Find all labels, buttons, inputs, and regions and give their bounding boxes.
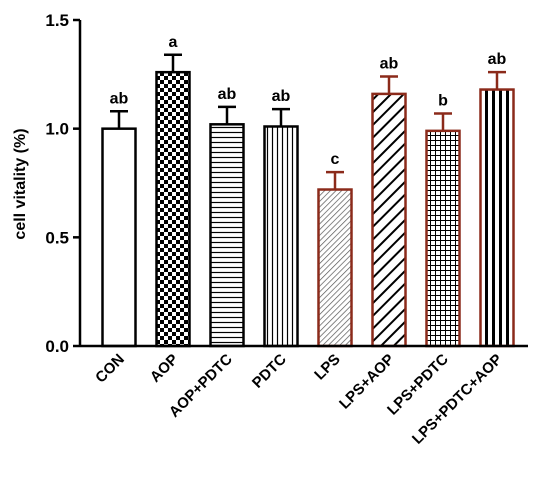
x-category-label: LPS+PDTC+AOP bbox=[409, 351, 506, 448]
bar-lps-aop bbox=[371, 92, 407, 348]
bar-lps-pdtc bbox=[425, 129, 461, 348]
y-tick-label: 1.5 bbox=[45, 11, 69, 30]
y-tick-label: 0.0 bbox=[45, 337, 69, 356]
significance-label: ab bbox=[218, 86, 237, 103]
significance-label: ab bbox=[110, 90, 129, 107]
x-category-label: LPS bbox=[311, 351, 344, 384]
significance-label: ab bbox=[380, 56, 399, 73]
bar-lps bbox=[317, 188, 353, 348]
bars: ab a ab ab c ab b ab bbox=[101, 34, 515, 348]
y-tick-label: 0.5 bbox=[45, 228, 69, 247]
significance-label: ab bbox=[488, 51, 507, 68]
x-category-label: PDTC bbox=[249, 351, 290, 392]
bar-con bbox=[101, 127, 137, 348]
significance-label: c bbox=[331, 151, 340, 168]
significance-label: ab bbox=[272, 88, 291, 105]
bar-aop-pdtc bbox=[209, 123, 245, 348]
bar-lps-pdtc-aop bbox=[479, 88, 515, 348]
x-category-label: CON bbox=[92, 351, 128, 387]
bar-aop bbox=[155, 70, 191, 348]
significance-label: b bbox=[438, 92, 448, 109]
bar-pdtc bbox=[263, 125, 299, 348]
x-category-label: AOP bbox=[147, 351, 182, 386]
significance-label: a bbox=[169, 34, 178, 51]
y-tick-label: 1.0 bbox=[45, 120, 69, 139]
y-axis-title: cell vitality (%) bbox=[12, 128, 29, 239]
y-axis-ticks: 0.0 0.5 1.0 1.5 bbox=[45, 11, 80, 356]
